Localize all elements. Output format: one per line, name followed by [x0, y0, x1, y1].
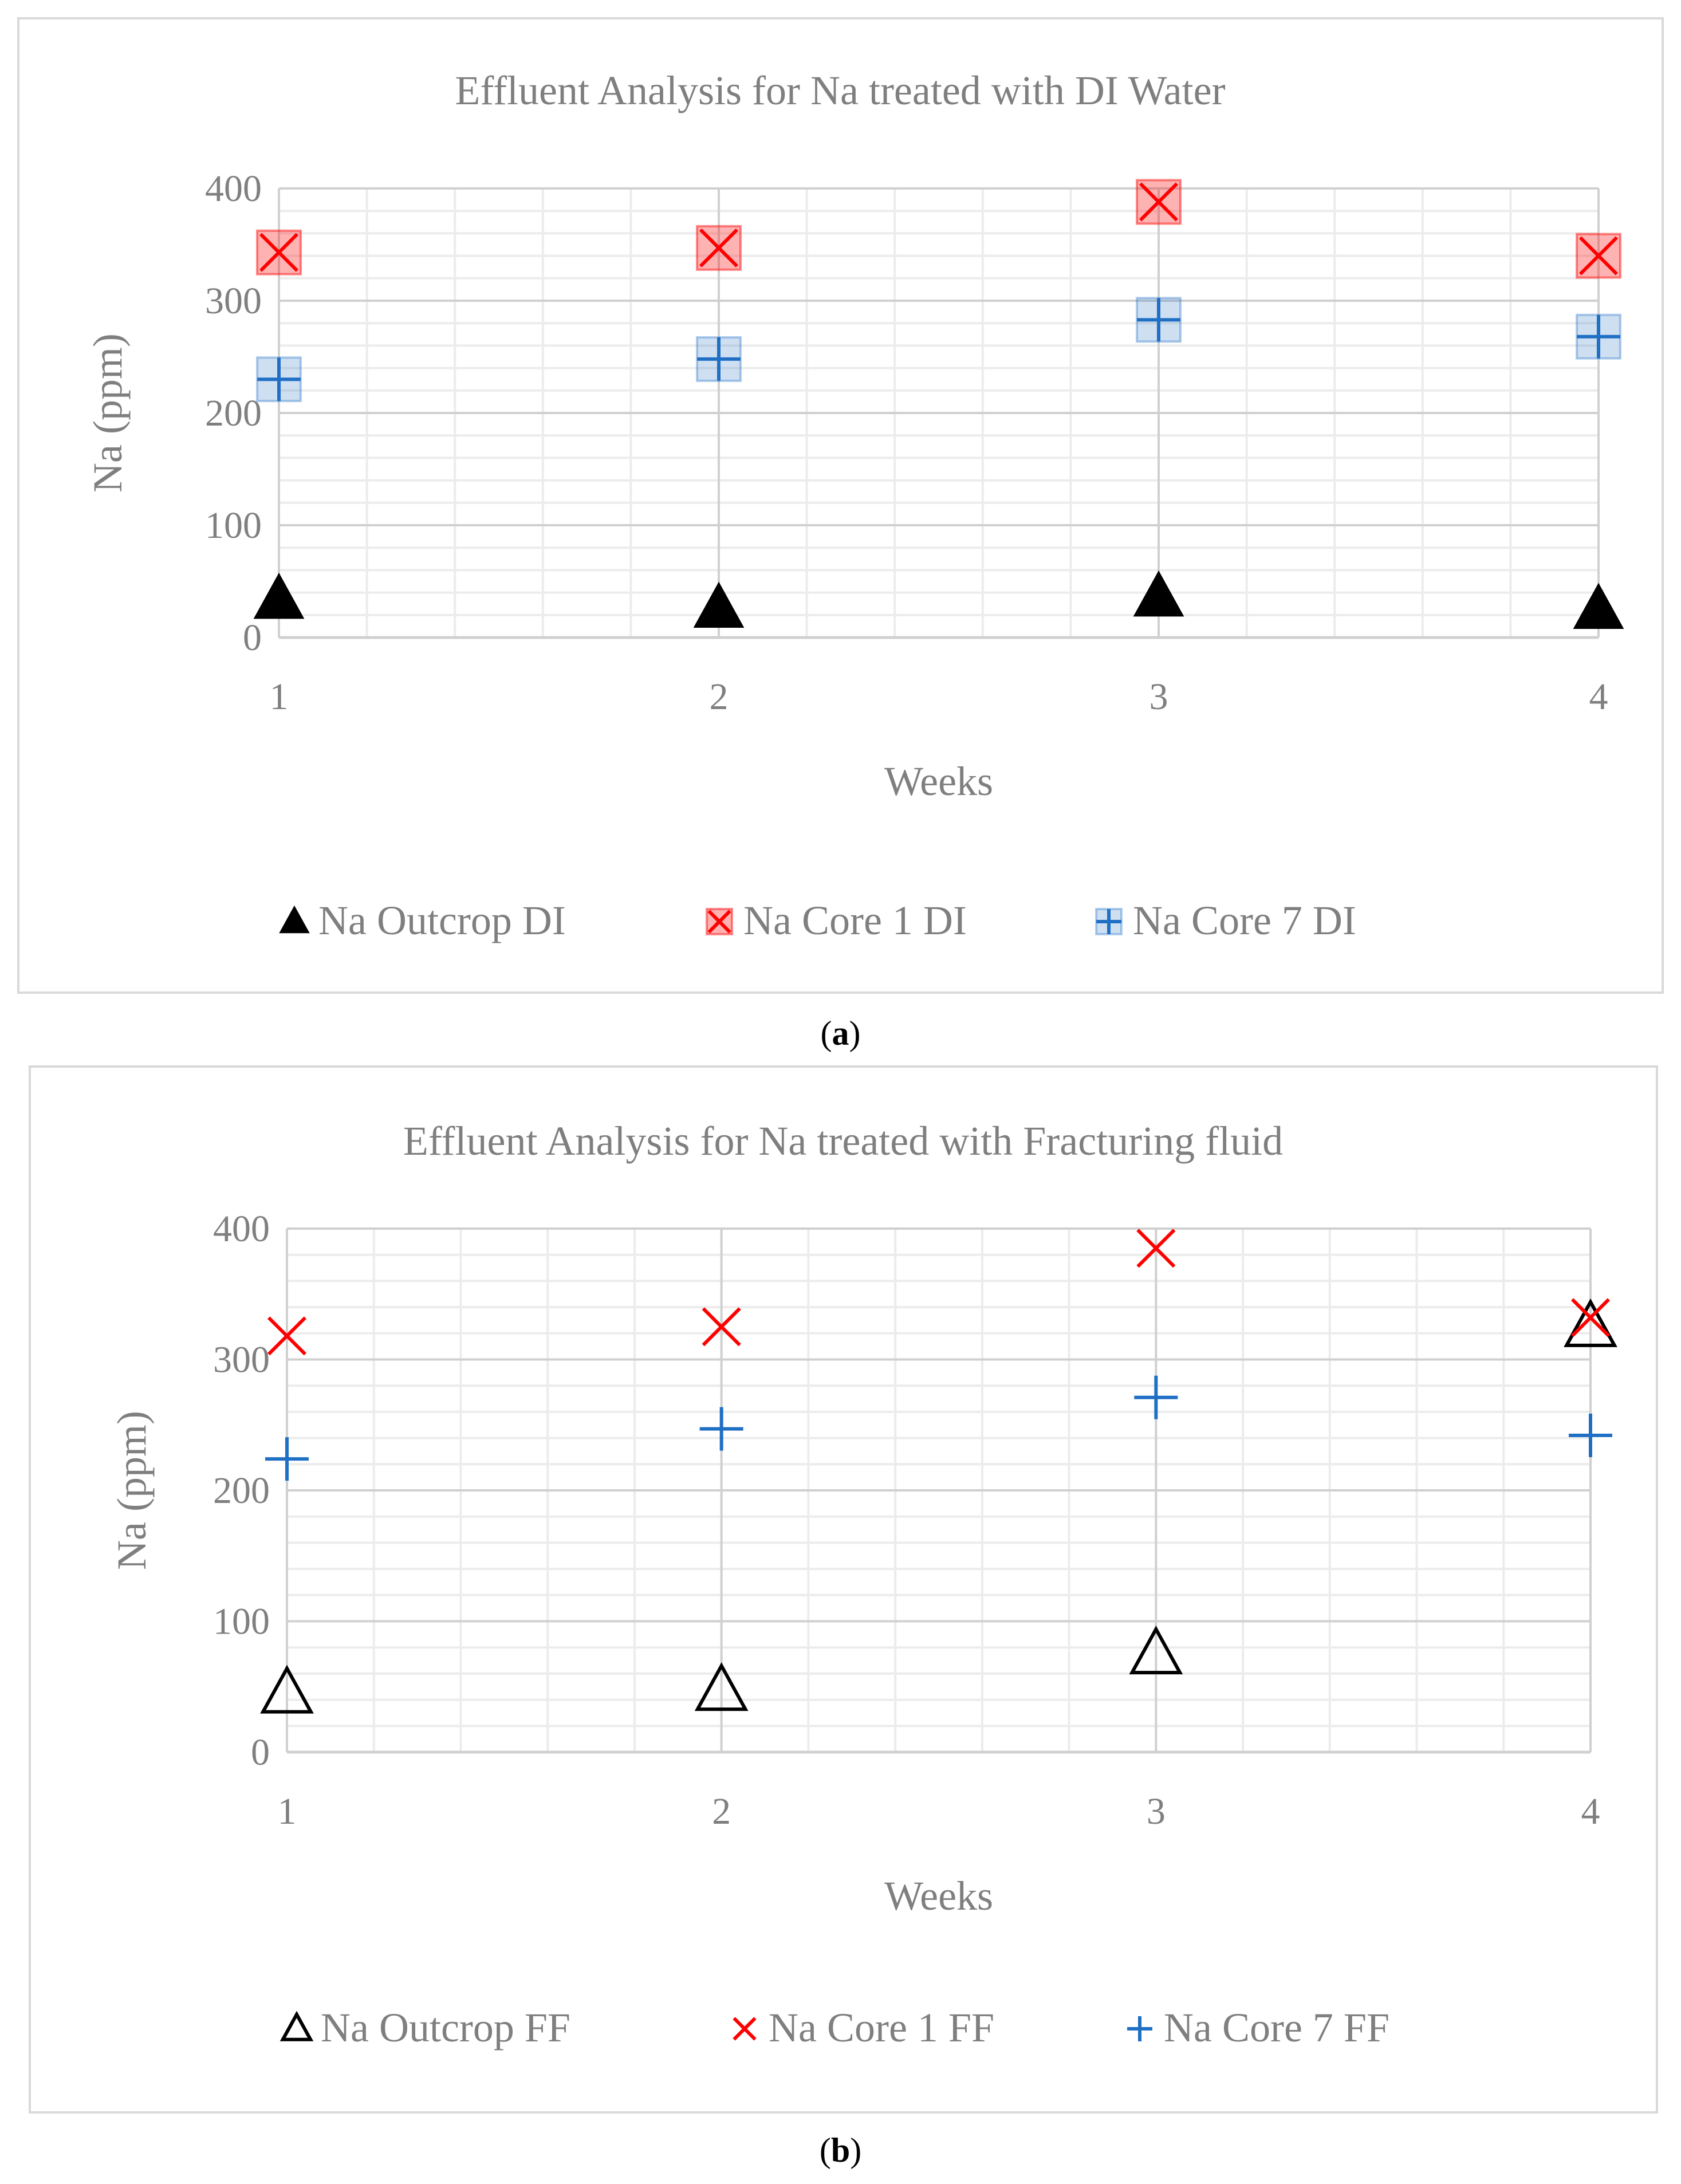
- chart-panel-b: Effluent Analysis for Na treated with Fr…: [29, 1065, 1658, 2114]
- legend-label: Na Outcrop FF: [321, 2005, 570, 2051]
- legend-label: Na Outcrop DI: [318, 898, 566, 943]
- y-tick-label: 200: [213, 1470, 270, 1512]
- x-axis-title: Weeks: [884, 758, 993, 804]
- y-tick-label: 400: [205, 168, 262, 210]
- data-point-series-1: [260, 1664, 314, 1714]
- data-point-series-1: [693, 581, 745, 628]
- legend-marker: [279, 905, 310, 934]
- x-tick-label: 2: [710, 676, 729, 718]
- legend-item: Na Core 1 DI: [706, 898, 967, 943]
- x-tick-label: 4: [1589, 676, 1608, 718]
- data-points: [253, 179, 1624, 629]
- legend-label: Na Core 1 FF: [769, 2005, 994, 2051]
- x-tick-label: 4: [1581, 1791, 1600, 1832]
- data-point-series-2: [702, 1307, 741, 1347]
- legend-marker: [279, 2010, 314, 2041]
- y-tick-label: 300: [213, 1339, 270, 1381]
- legend-label: Na Core 7 DI: [1133, 898, 1356, 943]
- legend-label: Na Core 7 FF: [1164, 2005, 1389, 2051]
- chart-title: Effluent Analysis for Na treated with DI…: [455, 68, 1225, 113]
- y-tick-label: 0: [243, 617, 262, 659]
- data-point-series-3: [256, 356, 302, 403]
- gridlines: [286, 1227, 1592, 1753]
- x-tick-label: 1: [278, 1791, 297, 1832]
- data-point-series-1: [1133, 570, 1184, 617]
- data-point-series-2: [267, 1316, 307, 1356]
- data-point-series-3: [696, 336, 742, 382]
- data-point-series-2: [1576, 233, 1621, 279]
- legend-marker: [1127, 2016, 1152, 2041]
- y-axis-title: Na (ppm): [109, 1411, 155, 1570]
- x-tick-label: 3: [1149, 676, 1168, 718]
- caption-b: (b): [819, 2131, 862, 2169]
- data-point-series-1: [1564, 1298, 1617, 1347]
- x-tick-label: 1: [270, 676, 289, 718]
- data-point-series-3: [1136, 297, 1182, 343]
- data-points: [260, 1229, 1617, 1714]
- legend-item: Na Core 7 DI: [1095, 898, 1356, 943]
- x-tick-label: 3: [1147, 1791, 1166, 1832]
- legend: Na Outcrop DI Na Core 1 DI Na Core 7 DI: [279, 898, 1356, 943]
- y-tick-label: 100: [213, 1601, 270, 1643]
- y-axis-title: Na (ppm): [85, 333, 131, 493]
- y-tick-label: 300: [205, 280, 262, 322]
- data-point-series-3: [1576, 313, 1621, 360]
- legend: Na Outcrop FF Na Core 1 FF Na Core 7 FF: [279, 2005, 1389, 2051]
- data-point-series-2: [1570, 1298, 1611, 1337]
- chart-title: Effluent Analysis for Na treated with Fr…: [403, 1118, 1283, 1164]
- data-point-series-1: [1129, 1626, 1183, 1675]
- x-tick-label: 2: [712, 1791, 731, 1832]
- data-point-series-3: [1134, 1375, 1178, 1419]
- x-axis-title: Weeks: [884, 1873, 993, 1919]
- legend-marker: [733, 2017, 757, 2041]
- data-point-series-3: [265, 1437, 309, 1481]
- data-point-series-2: [696, 225, 742, 271]
- data-point-series-2: [1136, 1229, 1176, 1268]
- data-point-series-1: [694, 1662, 749, 1711]
- data-point-series-3: [1569, 1414, 1612, 1458]
- caption-a: (a): [820, 1014, 861, 1052]
- legend-label: Na Core 1 DI: [743, 898, 967, 943]
- legend-item: Na Outcrop FF: [279, 2005, 570, 2051]
- gridlines: [278, 187, 1600, 639]
- data-point-series-1: [1573, 583, 1624, 629]
- chart-b-svg: Effluent Analysis for Na treated with Fr…: [109, 1118, 1617, 2051]
- data-point-series-2: [256, 229, 302, 276]
- data-point-series-2: [1136, 179, 1182, 225]
- data-point-series-1: [253, 572, 305, 619]
- chart-a-svg: Effluent Analysis for Na treated with DI…: [85, 68, 1624, 943]
- legend-item: Na Outcrop DI: [279, 898, 566, 943]
- y-tick-label: 100: [205, 505, 262, 546]
- legend-item: Na Core 1 FF: [733, 2005, 994, 2051]
- y-tick-label: 200: [205, 392, 262, 434]
- chart-panel-a: Effluent Analysis for Na treated with DI…: [17, 17, 1664, 994]
- legend-item: Na Core 7 FF: [1127, 2005, 1389, 2051]
- data-point-series-3: [699, 1407, 743, 1451]
- legend-marker: [706, 908, 733, 935]
- y-tick-label: 400: [213, 1208, 270, 1250]
- legend-marker: [1095, 908, 1123, 935]
- y-tick-label: 0: [251, 1732, 270, 1773]
